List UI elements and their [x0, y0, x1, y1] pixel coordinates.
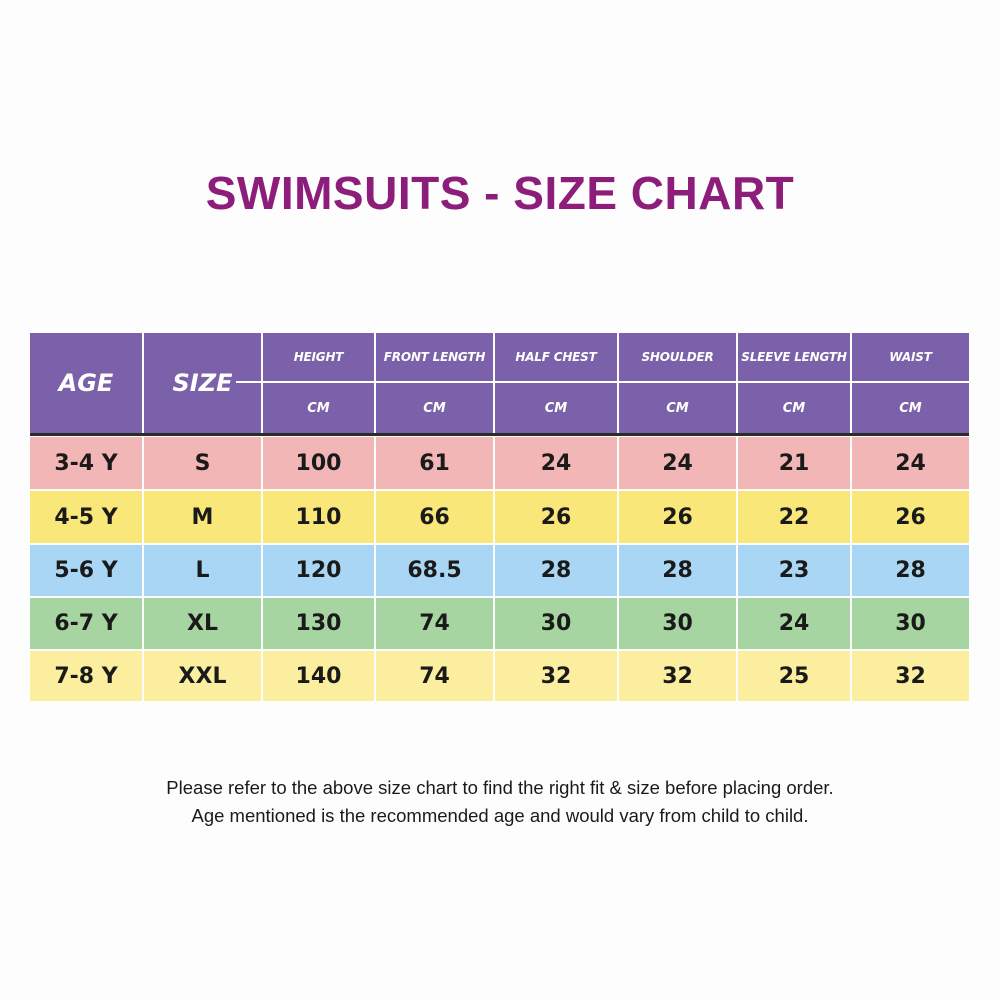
measure-cell-height: 140 [263, 651, 374, 701]
measure-cell-sleeve-length: 22 [738, 491, 850, 543]
age-cell: 4-5 Y [30, 491, 142, 543]
size-cell: XL [144, 598, 261, 649]
age-column-header: AGE [30, 333, 142, 433]
header-divider [236, 381, 969, 383]
measure-cell-sleeve-length: 23 [738, 545, 850, 596]
measure-cell-height: 110 [263, 491, 374, 543]
measure-cell-waist: 26 [852, 491, 969, 543]
age-cell: 5-6 Y [30, 545, 142, 596]
age-cell: 3-4 Y [30, 437, 142, 489]
measure-cell-half-chest: 28 [495, 545, 617, 596]
column-unit-half-chest: CM [495, 383, 617, 433]
measure-cell-sleeve-length: 21 [738, 437, 850, 489]
column-unit-sleeve-length: CM [738, 383, 850, 433]
header-bottom-border [30, 433, 969, 436]
size-chart-table: AGE SIZE HEIGHT CM FRONT LENGTH CM HALF CHES… [30, 333, 969, 702]
size-cell: S [144, 437, 261, 489]
measure-cell-shoulder: 24 [619, 437, 736, 489]
measure-cell-front-length: 74 [376, 651, 493, 701]
column-header-waist: WAIST [852, 333, 969, 381]
size-cell: L [144, 545, 261, 596]
measure-cell-waist: 24 [852, 437, 969, 489]
note-line-2: Age mentioned is the recommended age and… [191, 805, 809, 826]
column-header-height: HEIGHT [263, 333, 374, 381]
measure-cell-height: 130 [263, 598, 374, 649]
size-column-header: SIZE [144, 333, 261, 433]
column-unit-shoulder: CM [619, 383, 736, 433]
measure-cell-height: 120 [263, 545, 374, 596]
measure-cell-height: 100 [263, 437, 374, 489]
size-cell: M [144, 491, 261, 543]
measure-cell-shoulder: 26 [619, 491, 736, 543]
age-cell: 7-8 Y [30, 651, 142, 701]
column-header-shoulder: SHOULDER [619, 333, 736, 381]
column-header-sleeve-length: SLEEVE LENGTH [738, 333, 850, 381]
measure-cell-front-length: 61 [376, 437, 493, 489]
measure-cell-half-chest: 24 [495, 437, 617, 489]
measure-cell-front-length: 74 [376, 598, 493, 649]
measure-cell-front-length: 68.5 [376, 545, 493, 596]
column-unit-waist: CM [852, 383, 969, 433]
page-title: SWIMSUITS - SIZE CHART [205, 167, 795, 219]
measure-cell-sleeve-length: 24 [738, 598, 850, 649]
measure-cell-shoulder: 32 [619, 651, 736, 701]
age-cell: 6-7 Y [30, 598, 142, 649]
measure-cell-sleeve-length: 25 [738, 651, 850, 701]
note-line-1: Please refer to the above size chart to … [166, 777, 834, 798]
measure-cell-waist: 28 [852, 545, 969, 596]
size-cell: XXL [144, 651, 261, 701]
measure-cell-waist: 32 [852, 651, 969, 701]
measure-cell-waist: 30 [852, 598, 969, 649]
measure-cell-shoulder: 28 [619, 545, 736, 596]
column-unit-height: CM [263, 383, 374, 433]
measure-cell-half-chest: 32 [495, 651, 617, 701]
measure-cell-half-chest: 26 [495, 491, 617, 543]
measure-cell-shoulder: 30 [619, 598, 736, 649]
column-unit-front-length: CM [376, 383, 493, 433]
measure-cell-front-length: 66 [376, 491, 493, 543]
column-header-half-chest: HALF CHEST [495, 333, 617, 381]
column-header-front-length: FRONT LENGTH [376, 333, 493, 381]
measure-cell-half-chest: 30 [495, 598, 617, 649]
